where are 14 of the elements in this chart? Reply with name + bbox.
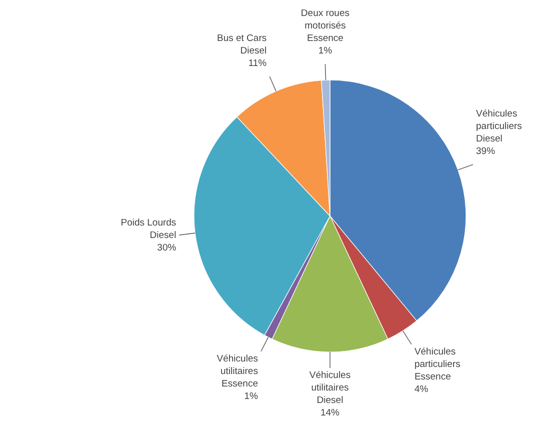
- data-label: 1%: [244, 390, 259, 402]
- data-label: 14%: [320, 408, 340, 418]
- slice-label: Véhicules particuliers Essence: [414, 346, 461, 382]
- slice-label: Poids Lourds Diesel: [120, 217, 176, 241]
- data-label: 1%: [318, 46, 333, 57]
- data-label: 11%: [248, 58, 268, 69]
- data-label: 39%: [476, 146, 496, 158]
- slice-label: Véhicules utilitaires Diesel: [309, 370, 351, 406]
- slice-label: Bus et Cars Diesel: [216, 33, 267, 56]
- slice-label: Véhicules particuliers Diesel: [476, 108, 522, 145]
- data-label: 30%: [157, 242, 177, 254]
- slice-label: Véhicules utilitaires Essence: [216, 353, 258, 390]
- slice-label: Deux roues motorisés Essence: [300, 8, 350, 44]
- data-label: 4%: [414, 384, 429, 395]
